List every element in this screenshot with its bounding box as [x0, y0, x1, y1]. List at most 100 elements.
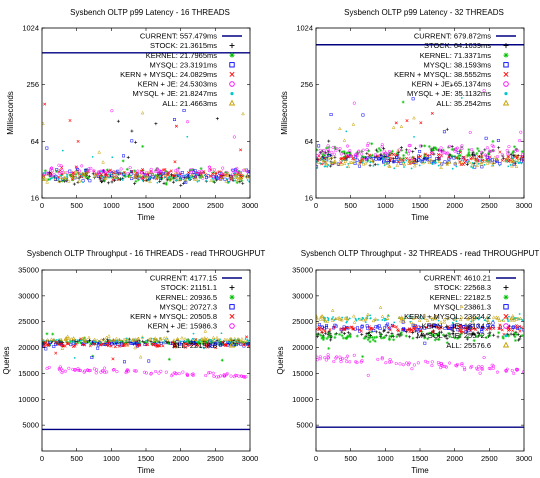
data-point — [468, 130, 472, 135]
data-point — [329, 155, 334, 159]
data-point — [469, 157, 473, 161]
data-point — [49, 178, 51, 181]
data-point — [346, 164, 351, 169]
legend-marker — [229, 294, 235, 300]
data-point — [163, 176, 166, 179]
data-point — [512, 325, 515, 329]
data-point — [206, 174, 210, 178]
data-point — [80, 164, 84, 168]
data-point — [380, 143, 384, 147]
data-point — [243, 338, 248, 343]
data-point — [177, 174, 180, 177]
data-point — [240, 171, 243, 173]
data-point — [386, 313, 391, 317]
data-point — [378, 305, 383, 309]
data-point — [392, 325, 396, 329]
legend-marker — [503, 313, 509, 319]
data-point — [479, 162, 483, 166]
data-point — [198, 179, 201, 182]
data-point — [374, 330, 378, 334]
data-point — [474, 315, 479, 320]
data-point — [408, 327, 412, 331]
data-point — [362, 155, 366, 159]
data-point — [237, 341, 241, 345]
data-point — [174, 372, 178, 376]
data-point — [405, 328, 409, 332]
data-point — [218, 177, 223, 181]
data-point — [334, 356, 338, 360]
data-point — [368, 336, 372, 340]
data-point — [164, 182, 168, 186]
data-point — [316, 148, 319, 152]
data-point — [106, 170, 110, 174]
data-point — [472, 316, 476, 321]
data-point — [377, 163, 379, 166]
data-point — [45, 146, 49, 150]
data-point — [467, 148, 471, 152]
legend-marker — [503, 81, 509, 87]
data-point — [518, 313, 521, 315]
data-point — [57, 179, 62, 183]
data-point — [162, 172, 166, 176]
x-tick-label: 0 — [314, 201, 318, 210]
data-point — [81, 171, 86, 176]
data-point — [406, 152, 411, 156]
data-point — [458, 317, 463, 322]
data-point — [125, 167, 129, 171]
data-point — [410, 167, 413, 170]
data-point — [92, 342, 96, 346]
data-point — [68, 119, 72, 123]
data-point — [334, 149, 338, 153]
data-point — [475, 366, 479, 370]
data-point — [184, 177, 188, 182]
data-point — [61, 149, 64, 152]
data-point — [122, 341, 126, 345]
data-point — [382, 147, 386, 151]
data-point — [391, 125, 396, 129]
data-point — [115, 370, 119, 374]
y-tick-label: 35000 — [292, 266, 313, 275]
data-point — [100, 369, 104, 373]
data-point — [483, 163, 486, 166]
data-point — [220, 342, 224, 346]
data-point — [423, 316, 428, 320]
data-point — [388, 153, 392, 157]
data-point — [90, 341, 92, 344]
data-point — [195, 173, 198, 176]
data-point — [458, 329, 462, 333]
data-point — [407, 144, 411, 148]
data-point — [175, 344, 179, 349]
data-point — [200, 339, 204, 343]
legend-label: KERN + MYSQL: 23624.2 — [404, 312, 491, 321]
data-point — [469, 328, 473, 332]
legend-marker — [503, 294, 509, 300]
legend-label: MYSQL: 38.1593ms — [423, 60, 491, 69]
data-point — [318, 357, 322, 361]
data-point — [190, 343, 194, 347]
data-point — [219, 340, 223, 344]
data-point — [386, 161, 389, 164]
data-point — [207, 371, 211, 375]
data-point — [333, 155, 337, 159]
data-point — [359, 158, 364, 162]
data-point — [171, 180, 175, 184]
data-point — [455, 156, 459, 160]
legend-label: CURRENT: 4177.15 — [150, 274, 217, 283]
data-point — [230, 168, 234, 172]
x-tick-label: 1500 — [412, 201, 429, 210]
data-point — [485, 161, 490, 165]
data-point — [220, 358, 224, 362]
x-tick-label: 500 — [70, 201, 83, 210]
data-point — [483, 153, 487, 157]
data-point — [243, 375, 247, 379]
data-point — [384, 324, 388, 328]
data-point — [448, 154, 452, 158]
data-point — [369, 158, 374, 162]
data-point — [321, 327, 325, 331]
data-point — [194, 343, 198, 347]
data-point — [76, 167, 80, 171]
data-point — [487, 316, 490, 319]
data-point — [492, 333, 496, 337]
data-point — [374, 148, 378, 152]
